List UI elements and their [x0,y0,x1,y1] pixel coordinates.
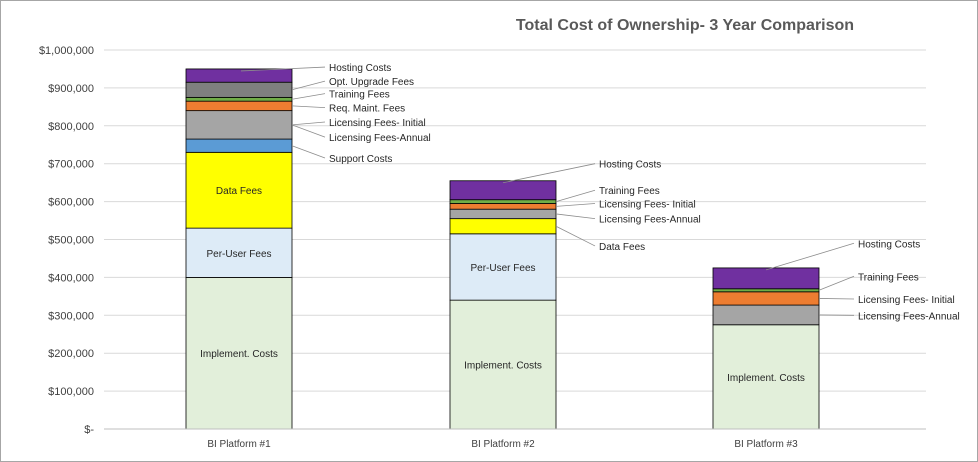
x-category-label: BI Platform #3 [734,439,798,450]
bar-data-fees-2 [449,218,557,235]
callout-label: Licensing Fees-Annual [858,311,960,322]
callout-label: Licensing Fees- Initial [329,118,426,129]
x-category-label: BI Platform #1 [207,439,271,450]
segment-label: Per-User Fees [470,263,535,274]
bar-licensing-fees-initial-3 [712,291,820,306]
callout-leader [291,93,326,100]
bar-opt-upgrade-fees-1 [185,81,293,98]
bar-licensing-fees-annual-2 [449,208,557,220]
callout-label: Hosting Costs [599,160,661,171]
y-axis: $- $100,000 $200,000 $300,000 $400,000 $500,0… [39,45,94,436]
x-axis: BI Platform #1 BI Platform #2 BI Platform … [104,428,926,450]
callout-label: Support Costs [329,154,392,165]
x-category-label: BI Platform #2 [471,439,535,450]
callout-label: Training Fees [858,272,919,283]
callout-leader [555,213,596,220]
bar-licensing-fees-annual-3 [712,304,820,326]
bar-licensing-fees-annual-1 [185,110,293,140]
callout-label: Opt. Upgrade Fees [329,77,414,88]
bar-training-fees-1 [185,96,293,102]
callout-label: Licensing Fees-Annual [329,133,431,144]
bar-implement-costs-2 [449,299,557,430]
callout-leader [765,242,855,271]
bar-training-fees-3 [712,288,820,293]
callout-leader [291,145,326,159]
bar-licensing-fees-initial-2 [449,203,557,210]
callout-label: Hosting Costs [329,63,391,74]
callout-leader [555,203,596,207]
callout-leader [555,189,596,202]
y-tick-label: $400,000 [48,272,94,284]
bar-training-fees-2 [449,199,557,204]
callout-leader [291,121,326,126]
y-tick-label: $100,000 [48,386,94,398]
segment-label: Data Fees [216,186,262,197]
segment-label: Implement. Costs [464,361,542,372]
bars [185,68,820,430]
y-tick-label: $600,000 [48,197,94,209]
bar-implement-costs-3 [712,324,820,430]
callout-leader [818,298,855,300]
callout-leader [240,66,326,72]
bar-hosting-costs-3 [712,267,820,290]
callout-label: Training Fees [329,90,390,101]
y-tick-label: $1,000,000 [39,45,94,57]
y-tick-label: $200,000 [48,348,94,360]
y-tick-label: $- [84,424,94,436]
bar-support-costs-1 [185,138,293,153]
y-tick-label: $800,000 [48,121,94,133]
bar-hosting-costs-1 [185,68,293,83]
bar-implement-costs-1 [185,276,293,430]
bar-data-fees-1 [185,151,293,229]
bar-req-maint-fees-1 [185,100,293,112]
callout-label: Licensing Fees- Initial [599,199,696,210]
callout-leader [502,163,596,184]
bar-per-user-fees-1 [185,227,293,278]
bar-per-user-fees-2 [449,233,557,301]
segment-label: Implement. Costs [727,373,805,384]
callout-leader [291,105,326,109]
callout-label: Req. Maint. Fees [329,104,405,115]
y-tick-label: $500,000 [48,235,94,247]
callout-label: Training Fees [599,186,660,197]
callout-label: Licensing Fees- Initial [858,295,955,306]
y-tick-label: $700,000 [48,159,94,171]
callout-leader [291,124,326,138]
y-tick-label: $900,000 [48,83,94,95]
segment-labels: Implement. Costs Per-User Fees Data Fees Im… [200,186,805,384]
callout-label: Licensing Fees-Annual [599,215,701,226]
chart-title: Total Cost of Ownership- 3 Year Comparis… [516,17,854,34]
y-tick-label: $300,000 [48,310,94,322]
callout-label: Data Fees [599,242,645,253]
segment-label: Implement. Costs [200,349,278,360]
callout-labels: Hosting Costs Opt. Upgrade Fees Training F… [240,63,960,322]
callout-label: Hosting Costs [858,239,920,250]
callout-leader [818,275,855,291]
bar-hosting-costs-2 [449,180,557,201]
callout-leader [555,225,596,247]
segment-label: Per-User Fees [206,249,271,260]
callout-leader [291,80,326,91]
